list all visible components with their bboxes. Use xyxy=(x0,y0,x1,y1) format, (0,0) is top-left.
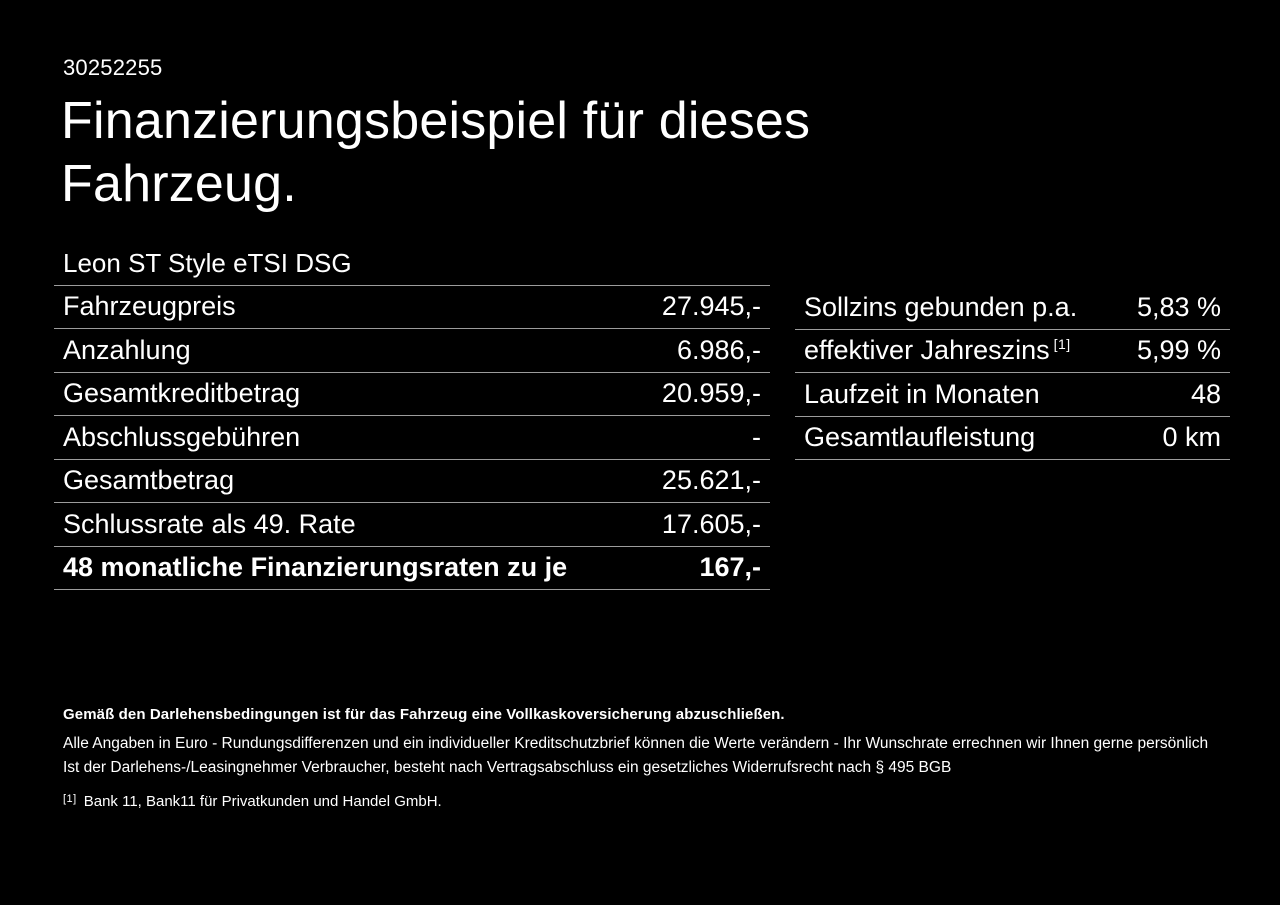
row-label: Gesamtkreditbetrag xyxy=(63,378,301,409)
footnote-marker: [1] xyxy=(63,793,77,805)
row-label: Sollzins gebunden p.a. xyxy=(804,291,1078,322)
page-title: Finanzierungsbeispiel für dieses Fahrzeu… xyxy=(61,92,811,213)
row-value: - xyxy=(752,421,761,452)
row-label: Fahrzeugpreis xyxy=(63,291,236,322)
row-value: 17.605,- xyxy=(661,508,761,539)
row-value: 5,83 % xyxy=(1136,291,1221,322)
row-label: Anzahlung xyxy=(63,334,191,365)
row-label: Gesamtlaufleistung xyxy=(804,422,1036,453)
row-label: Gesamtbetrag xyxy=(63,465,235,496)
table-row-fahrzeugpreis: Fahrzeugpreis 27.945,- xyxy=(54,286,770,329)
document-id: 30252255 xyxy=(63,55,163,80)
disclaimer-line-2: Ist der Darlehens-/Leasingnehmer Verbrau… xyxy=(63,759,952,776)
row-label: Abschlussgebühren xyxy=(63,421,301,452)
row-value: 27.945,- xyxy=(661,291,761,322)
table-row-gesamtlaufleistung: Gesamtlaufleistung 0 km xyxy=(795,417,1230,460)
table-row-sollzins: Sollzins gebunden p.a. 5,83 % xyxy=(795,286,1230,330)
row-label: Schlussrate als 49. Rate xyxy=(63,508,356,539)
row-label: 48 monatliche Finanzierungsraten zu je xyxy=(63,552,568,583)
legal-footer: Gemäß den Darlehensbedingungen ist für d… xyxy=(63,706,1218,810)
row-value: 0 km xyxy=(1162,422,1221,453)
footnote-bank: [1] Bank 11, Bank11 für Privatkunden und … xyxy=(63,793,1218,810)
table-row-laufzeit: Laufzeit in Monaten 48 xyxy=(795,373,1230,417)
row-value: 167,- xyxy=(699,552,761,583)
table-row-abschlussgebuehren: Abschlussgebühren - xyxy=(54,416,770,460)
row-value: 48 xyxy=(1190,378,1221,409)
table-row-gesamtkreditbetrag: Gesamtkreditbetrag 20.959,- xyxy=(54,373,770,416)
row-label: effektiver Jahreszins [1] xyxy=(804,335,1071,366)
conditions-table: Sollzins gebunden p.a. 5,83 % effektiver… xyxy=(795,286,1230,460)
row-value: 5,99 % xyxy=(1136,335,1221,366)
table-row-anzahlung: Anzahlung 6.986,- xyxy=(54,329,770,373)
table-row-effektiver-jahreszins: effektiver Jahreszins [1] 5,99 % xyxy=(795,330,1230,373)
footnote-text: Bank 11, Bank11 für Privatkunden und Han… xyxy=(83,793,442,810)
disclaimer-line-1: Alle Angaben in Euro - Rundungsdifferenz… xyxy=(63,735,1209,752)
row-value: 25.621,- xyxy=(661,465,761,496)
insurance-notice: Gemäß den Darlehensbedingungen ist für d… xyxy=(63,706,785,723)
table-row-gesamtbetrag: Gesamtbetrag 25.621,- xyxy=(54,460,770,503)
footnote-reference: [1] xyxy=(1053,336,1071,353)
row-value: 6.986,- xyxy=(676,334,761,365)
table-row-monatsrate: 48 monatliche Finanzierungsraten zu je 1… xyxy=(54,547,770,590)
financing-table: Leon ST Style eTSI DSG Fahrzeugpreis 27.… xyxy=(54,243,770,590)
table-row-schlussrate: Schlussrate als 49. Rate 17.605,- xyxy=(54,503,770,547)
row-value: 20.959,- xyxy=(661,378,761,409)
row-label: Laufzeit in Monaten xyxy=(804,378,1040,409)
vehicle-model-subheading: Leon ST Style eTSI DSG xyxy=(54,243,770,286)
